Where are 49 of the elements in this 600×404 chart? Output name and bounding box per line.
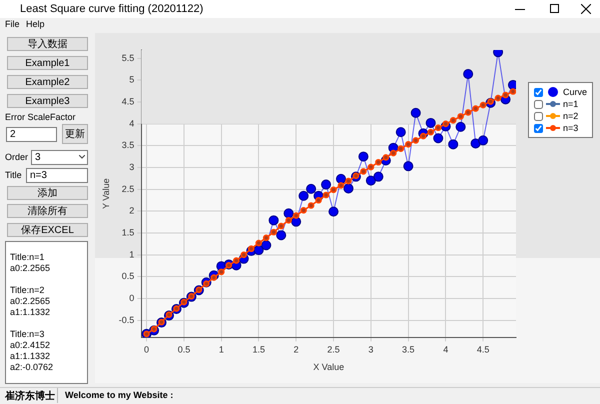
- legend-label: Curve: [563, 87, 588, 97]
- x-tick-label: 2: [294, 344, 299, 354]
- text: Help: [26, 19, 45, 29]
- x-tick-label: 1: [218, 344, 224, 354]
- y-tick-label: 3.5: [122, 140, 134, 150]
- y-tick-label: 2: [129, 206, 134, 216]
- text: Welcome to my Website :: [65, 390, 174, 400]
- x-tick-label: 3.5: [402, 344, 415, 354]
- chart-title: Least Square curve fitting (20201122): [20, 3, 204, 15]
- x-tick-label: 2.5: [327, 344, 340, 354]
- y-tick-label: -0.5: [118, 314, 134, 325]
- y-tick-label: 1.5: [122, 227, 134, 238]
- text: Example1: [25, 58, 70, 68]
- text: n=3: [30, 170, 47, 181]
- text: 保存EXCEL: [21, 224, 74, 237]
- legend-label: n=1: [563, 99, 578, 109]
- y-tick-label: 4: [129, 118, 134, 128]
- text: 导入数据: [28, 38, 68, 51]
- x-tick-label: 4: [443, 344, 448, 354]
- x-tick-label: 4.5: [476, 344, 490, 354]
- text: Title:n=1 a0:2.2565 Title:n=2 a0:2.2565 a1:1.1332 Title:n=3 a0:2.4152 a1:1.1332 a2:-0.0762: [10, 252, 54, 372]
- x-axis-title: X Value: [313, 362, 344, 372]
- y-tick-label: 5.5: [122, 52, 134, 63]
- y-tick-label: 3: [129, 162, 134, 172]
- text: 更新: [65, 127, 85, 141]
- y-tick-label: 4.5: [122, 96, 134, 106]
- legend-label: n=2: [563, 111, 578, 121]
- text: 崔济东博士: [5, 391, 55, 402]
- text: Order: [5, 152, 28, 162]
- text: 3: [35, 152, 41, 163]
- text: 2: [10, 129, 16, 140]
- legend-label: n=3: [563, 123, 578, 133]
- text: Example2: [25, 76, 70, 88]
- text: 清除所有: [28, 204, 68, 218]
- y-axis-title: Y Value: [100, 178, 111, 210]
- x-tick-label: 1.5: [252, 344, 265, 354]
- text: Error ScaleFactor: [5, 112, 76, 122]
- text: Title: [5, 170, 22, 180]
- y-tick-label: 0: [129, 293, 134, 304]
- y-tick-label: 1: [129, 249, 134, 260]
- y-tick-label: 5: [129, 74, 134, 85]
- text: Example3: [25, 96, 70, 106]
- text: 添加: [38, 186, 58, 200]
- text: File: [5, 19, 20, 29]
- x-tick-label: 3: [368, 344, 374, 354]
- x-tick-label: 0: [144, 344, 150, 354]
- y-tick-label: 0.5: [122, 271, 134, 282]
- x-tick-label: 0.5: [178, 344, 190, 354]
- y-tick-label: 2.5: [122, 184, 134, 194]
